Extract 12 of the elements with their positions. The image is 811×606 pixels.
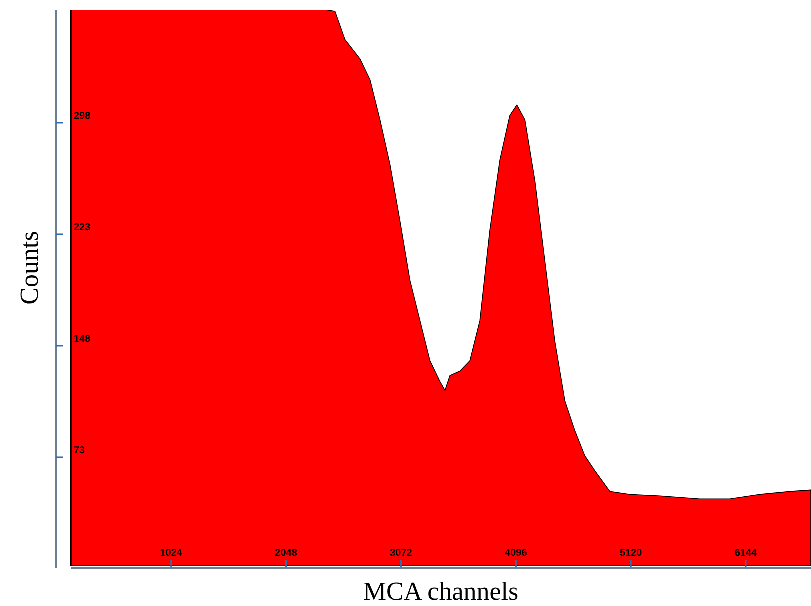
x-tick-label: 3072 [390, 548, 413, 559]
x-tick-label: 5120 [620, 548, 643, 559]
y-tick-label: 298 [74, 110, 92, 122]
x-tick-label: 4096 [505, 548, 528, 559]
x-tick-label: 2048 [275, 548, 298, 559]
x-tick-label: 6144 [734, 548, 758, 559]
y-tick-label: 223 [74, 222, 92, 234]
y-tick-label: 148 [74, 334, 92, 345]
x-tick-label: 1024 [160, 548, 183, 559]
x-axis-title: MCA channels [363, 577, 519, 606]
y-axis-title: Counts [15, 231, 44, 305]
y-tick-label: 73 [74, 445, 86, 456]
